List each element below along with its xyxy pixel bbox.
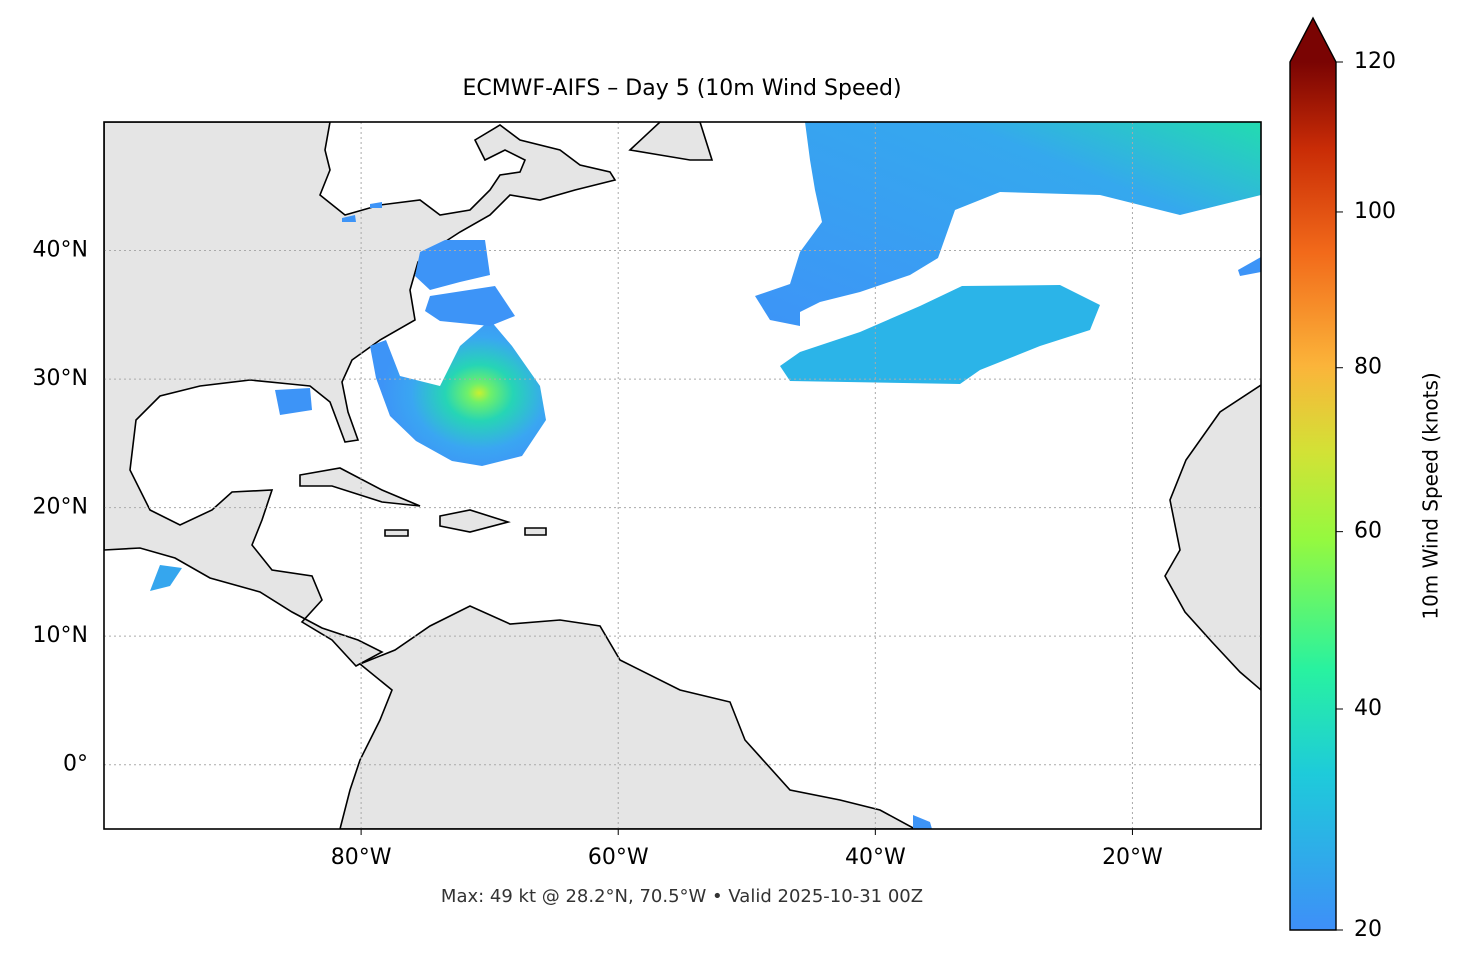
colorbar-label: 10m Wind Speed (knots) (1419, 372, 1443, 619)
y-tick-label: 10°N (33, 623, 88, 648)
map-frame (103, 121, 1262, 830)
chart-title: ECMWF-AIFS – Day 5 (10m Wind Speed) (462, 76, 901, 101)
colorbar-tick-label: 120 (1354, 49, 1396, 74)
colorbar-tick-label: 40 (1354, 696, 1382, 721)
colorbar-tick-label: 100 (1354, 199, 1396, 224)
colorbar-extend (1290, 18, 1336, 62)
subtitle: Max: 49 kt @ 28.2°N, 70.5°W • Valid 2025… (441, 886, 923, 907)
hispaniola (439, 509, 511, 533)
wind-region (1238, 257, 1261, 276)
africa (1164, 384, 1261, 692)
wind-region (780, 285, 1100, 384)
x-tick-label: 20°W (1102, 845, 1163, 870)
colorbar-tick-label: 60 (1354, 519, 1382, 544)
y-tick-label: 30°N (33, 366, 88, 391)
puerto-rico (524, 527, 547, 536)
wind-region (150, 565, 182, 591)
greenland-coast (628, 122, 714, 161)
x-tick-label: 40°W (845, 845, 906, 870)
cuba (299, 467, 421, 507)
north-america (104, 122, 617, 667)
y-tick-label: 0° (63, 752, 88, 777)
y-tick-label: 20°N (33, 495, 88, 520)
wind-region (275, 388, 312, 415)
wind-region (415, 240, 490, 290)
colorbar (1290, 62, 1336, 930)
colorbar-frame (1289, 16, 1337, 931)
south-america (339, 605, 916, 829)
wind-region (425, 286, 515, 326)
x-tick-label: 80°W (331, 845, 392, 870)
x-tick-label: 60°W (588, 845, 649, 870)
storm-wind-field (370, 320, 546, 466)
colorbar-tick-label: 20 (1354, 917, 1382, 942)
y-tick-label: 40°N (33, 238, 88, 263)
jamaica (384, 529, 409, 537)
colorbar-tick-label: 80 (1354, 355, 1382, 380)
map-area (104, 122, 1261, 829)
wind-region (755, 122, 1261, 326)
